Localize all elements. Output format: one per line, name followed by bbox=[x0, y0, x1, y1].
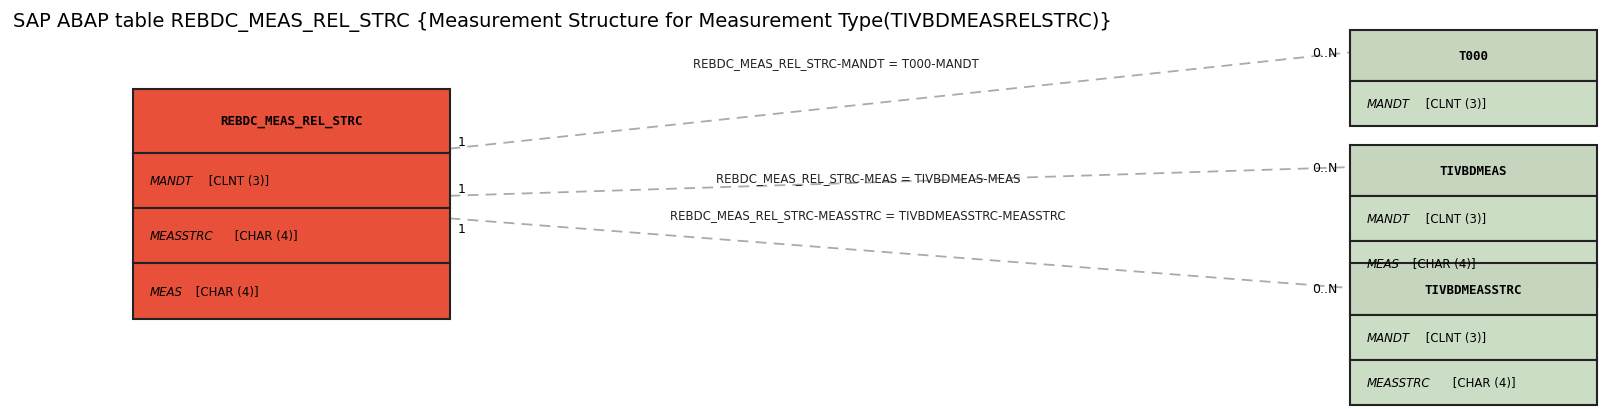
Text: [CHAR (4)]: [CHAR (4)] bbox=[192, 285, 258, 298]
Text: [CLNT (3)]: [CLNT (3)] bbox=[204, 175, 269, 187]
Text: [CHAR (4)]: [CHAR (4)] bbox=[1409, 257, 1475, 270]
Text: TIVBDMEASSTRC: TIVBDMEASSTRC bbox=[1425, 283, 1522, 296]
Text: 0..N: 0..N bbox=[1311, 282, 1337, 295]
Text: MANDT: MANDT bbox=[1367, 331, 1409, 344]
Text: 1: 1 bbox=[458, 135, 466, 148]
Text: REBDC_MEAS_REL_STRC-MANDT = T000-MANDT: REBDC_MEAS_REL_STRC-MANDT = T000-MANDT bbox=[693, 57, 979, 70]
Bar bbox=[133, 209, 450, 264]
Bar bbox=[1350, 31, 1597, 82]
Text: 0..N: 0..N bbox=[1311, 161, 1337, 174]
Bar bbox=[1350, 360, 1597, 405]
Text: T000: T000 bbox=[1459, 50, 1488, 63]
Text: REBDC_MEAS_REL_STRC: REBDC_MEAS_REL_STRC bbox=[221, 115, 362, 128]
Text: [CHAR (4)]: [CHAR (4)] bbox=[232, 230, 299, 243]
Text: [CLNT (3)]: [CLNT (3)] bbox=[1422, 212, 1487, 225]
Text: MANDT: MANDT bbox=[1367, 98, 1409, 111]
Bar bbox=[133, 264, 450, 319]
Text: 0..N: 0..N bbox=[1311, 47, 1337, 60]
Text: MANDT: MANDT bbox=[149, 175, 192, 187]
Bar bbox=[1350, 241, 1597, 286]
Bar bbox=[1350, 145, 1597, 196]
Text: REBDC_MEAS_REL_STRC-MEAS = TIVBDMEAS-MEAS: REBDC_MEAS_REL_STRC-MEAS = TIVBDMEAS-MEA… bbox=[716, 171, 1021, 184]
Text: 1: 1 bbox=[458, 222, 466, 236]
Text: 1: 1 bbox=[458, 182, 466, 196]
Text: MANDT: MANDT bbox=[1367, 212, 1409, 225]
Bar bbox=[1350, 196, 1597, 241]
Text: MEASSTRC: MEASSTRC bbox=[149, 230, 213, 243]
Bar bbox=[1350, 264, 1597, 315]
Bar bbox=[133, 90, 450, 153]
Text: [CHAR (4)]: [CHAR (4)] bbox=[1449, 376, 1516, 389]
Bar bbox=[1350, 315, 1597, 360]
Text: MEAS: MEAS bbox=[1367, 257, 1399, 270]
Text: SAP ABAP table REBDC_MEAS_REL_STRC {Measurement Structure for Measurement Type(T: SAP ABAP table REBDC_MEAS_REL_STRC {Meas… bbox=[13, 12, 1112, 32]
Text: TIVBDMEAS: TIVBDMEAS bbox=[1440, 164, 1508, 177]
Text: [CLNT (3)]: [CLNT (3)] bbox=[1422, 331, 1487, 344]
Bar bbox=[1350, 82, 1597, 127]
Text: REBDC_MEAS_REL_STRC-MEASSTRC = TIVBDMEASSTRC-MEASSTRC: REBDC_MEAS_REL_STRC-MEASSTRC = TIVBDMEAS… bbox=[670, 208, 1066, 221]
Text: MEAS: MEAS bbox=[149, 285, 182, 298]
Text: [CLNT (3)]: [CLNT (3)] bbox=[1422, 98, 1487, 111]
Bar bbox=[133, 153, 450, 209]
Text: MEASSTRC: MEASSTRC bbox=[1367, 376, 1430, 389]
